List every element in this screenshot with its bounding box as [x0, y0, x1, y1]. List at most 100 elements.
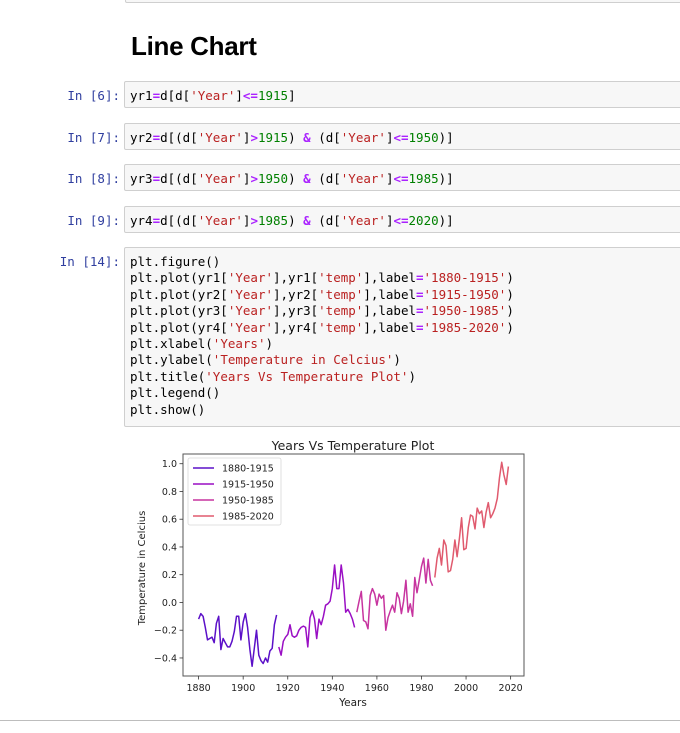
- legend-label: 1915-1950: [222, 480, 274, 491]
- y-tick-label: 0.4: [162, 542, 177, 553]
- code-token: (d[: [310, 213, 341, 228]
- code-token: ]: [235, 88, 243, 103]
- code-token: 2020: [408, 213, 439, 228]
- code-token: 'Year': [340, 213, 386, 228]
- code-token: ],yr2[: [273, 286, 319, 302]
- series-line-1985-2020: [434, 461, 510, 578]
- code-line: yr3=d[(d['Year']>1950) & (d['Year']<=198…: [130, 171, 680, 187]
- code-token: ): [408, 368, 416, 384]
- code-line: plt.plot(yr2['Year'],yr2['temp'],label='…: [130, 287, 680, 303]
- markdown-heading: Line Chart: [131, 31, 257, 61]
- code-token: <=: [393, 213, 409, 228]
- y-tick-label: 0.2: [162, 570, 177, 581]
- code-token: 'Year': [197, 213, 243, 228]
- code-token: yr3: [130, 171, 153, 186]
- code-line: plt.plot(yr4['Year'],yr4['temp'],label='…: [130, 320, 680, 336]
- x-tick-label: 1960: [365, 683, 389, 694]
- code-token: 'Year': [197, 171, 243, 186]
- x-tick-label: 1900: [231, 683, 255, 694]
- code-line: plt.ylabel('Temperature in Celcius'): [130, 352, 680, 368]
- code-token: 'temp': [318, 286, 364, 302]
- code-token: ]: [242, 130, 251, 145]
- code-text[interactable]: yr4=d[(d['Year']>1985) & (d['Year']<=202…: [125, 207, 680, 233]
- code-token: <=: [393, 171, 409, 186]
- code-token: plt.show(): [130, 401, 206, 417]
- code-token: ]: [242, 213, 251, 228]
- code-token: yr4: [130, 213, 153, 228]
- matplotlib-figure: Years Vs Temperature Plot −0.4 −0.2 0.0 0.2…: [130, 432, 530, 712]
- y-tick-label: −0.2: [154, 626, 177, 637]
- chart-legend: 1880-1915 1915-1950 1950-1985 1985-2020: [187, 457, 282, 526]
- code-token: )]: [438, 130, 454, 145]
- code-token: ],label: [363, 270, 416, 286]
- code-token: ): [393, 352, 401, 368]
- legend-box: [187, 457, 282, 526]
- code-token: 'Year': [227, 270, 273, 286]
- code-input-area[interactable]: yr4=d[(d['Year']>1985) & (d['Year']<=202…: [124, 206, 680, 233]
- code-token: =: [416, 270, 424, 286]
- code-token: ]: [385, 171, 394, 186]
- line-chart: Years Vs Temperature Plot −0.4 −0.2 0.0 0.2…: [137, 438, 525, 709]
- code-token: ],yr1[: [273, 270, 319, 286]
- code-token: ],label: [363, 286, 416, 302]
- code-token: ]: [385, 213, 394, 228]
- code-text[interactable]: yr1=d[d['Year']<=1915]: [125, 82, 680, 108]
- code-token: )]: [438, 171, 454, 186]
- code-line: yr2=d[(d['Year']>1915) & (d['Year']<=195…: [130, 130, 680, 146]
- code-token: ): [288, 213, 304, 228]
- code-line: plt.figure(): [130, 254, 680, 270]
- code-token: =: [152, 88, 161, 103]
- notebook-bottom-divider: [0, 720, 680, 721]
- code-token: yr2: [130, 130, 153, 145]
- code-token: 'Year': [227, 303, 273, 319]
- code-token: <=: [242, 88, 258, 103]
- code-token: ): [288, 171, 304, 186]
- code-token: 'temp': [318, 270, 364, 286]
- code-token: =: [416, 286, 424, 302]
- code-token: =: [152, 130, 161, 145]
- code-token: >: [250, 213, 258, 228]
- code-token: 1950: [408, 130, 439, 145]
- code-token: ],yr4[: [273, 319, 319, 335]
- code-token: plt.xlabel(: [130, 336, 213, 352]
- plot-lines: [197, 461, 510, 668]
- code-token: plt.legend(): [130, 385, 221, 401]
- code-line: plt.show(): [130, 402, 680, 418]
- code-text[interactable]: plt.figure() plt.plot(yr1['Year'],yr1['te…: [125, 248, 680, 422]
- code-input-area[interactable]: yr1=d[d['Year']<=1915]: [124, 81, 680, 108]
- code-line: plt.legend(): [130, 385, 680, 401]
- code-token: 1985: [257, 213, 289, 228]
- input-prompt: In [14]:: [59, 254, 120, 269]
- code-token: ): [506, 319, 514, 335]
- code-token: 'temp': [318, 303, 364, 319]
- code-token: '1915-1950': [423, 286, 507, 302]
- code-token: ): [288, 130, 304, 145]
- code-token: ],label: [363, 303, 416, 319]
- code-line: plt.title('Years Vs Temperature Plot'): [130, 369, 680, 385]
- code-input-area[interactable]: yr3=d[(d['Year']>1950) & (d['Year']<=198…: [124, 164, 680, 191]
- x-axis-label: Years: [338, 697, 367, 709]
- code-token: ): [506, 303, 514, 319]
- code-token: )]: [438, 213, 454, 228]
- code-input-area[interactable]: plt.figure() plt.plot(yr1['Year'],yr1['te…: [124, 247, 680, 427]
- code-token: 'Temperature in Celcius': [212, 352, 394, 368]
- code-line: plt.plot(yr3['Year'],yr3['temp'],label='…: [130, 303, 680, 319]
- input-prompt: In [8]:: [67, 171, 120, 186]
- code-token: plt.plot(yr2[: [130, 286, 228, 302]
- code-token: 'Year': [340, 130, 386, 145]
- code-token: 'Year': [227, 286, 273, 302]
- code-text[interactable]: yr3=d[(d['Year']>1950) & (d['Year']<=198…: [125, 165, 680, 191]
- y-tick-label: 1.0: [162, 459, 177, 470]
- code-token: '1950-1985': [423, 303, 507, 319]
- code-token: <=: [393, 130, 409, 145]
- code-token: &: [303, 213, 311, 228]
- code-token: d[d[: [160, 88, 191, 103]
- code-token: 'Year': [227, 319, 273, 335]
- code-token: ]: [242, 171, 251, 186]
- series-line-1915-1950: [278, 564, 356, 656]
- code-token: ],label: [363, 319, 416, 335]
- code-text[interactable]: yr2=d[(d['Year']>1915) & (d['Year']<=195…: [125, 124, 680, 150]
- code-line: yr1=d[d['Year']<=1915]: [130, 88, 680, 104]
- code-input-area[interactable]: yr2=d[(d['Year']>1915) & (d['Year']<=195…: [124, 123, 680, 150]
- y-tick-label: −0.4: [154, 653, 177, 664]
